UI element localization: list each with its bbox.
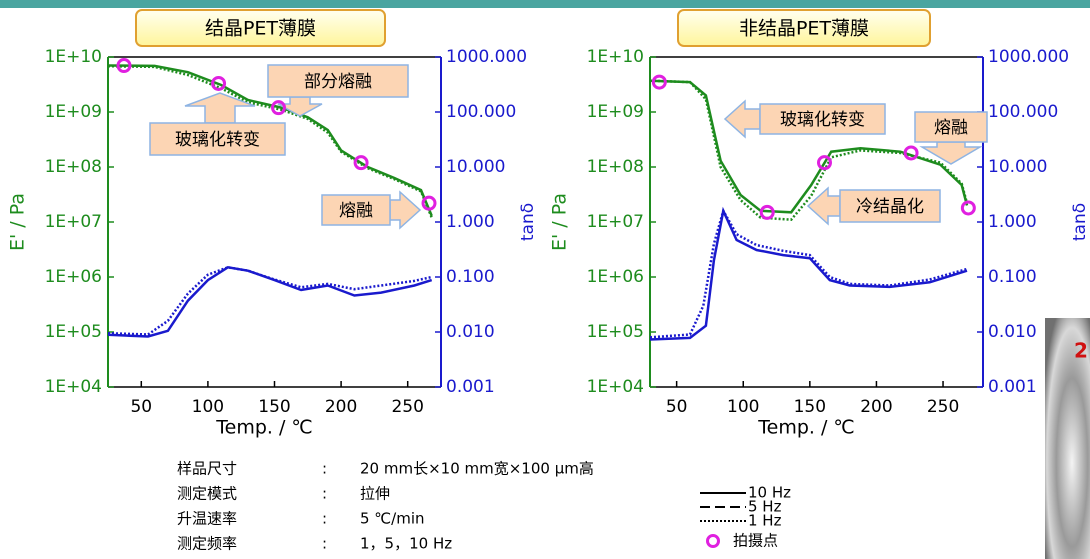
annotation: 玻璃化转变 <box>175 130 260 150</box>
x-tick-label: 150 <box>794 397 826 417</box>
y2-tick-label: 0.010 <box>446 322 495 342</box>
annotation-arrow <box>808 188 840 224</box>
photo-label: 2 <box>1074 339 1088 363</box>
y-tick-label: 1E+06 <box>587 267 644 287</box>
y-tick-label: 1E+05 <box>587 322 644 342</box>
y-tick-label: 1E+07 <box>587 212 644 232</box>
condition-text: 1，5，10 Hz <box>360 535 452 553</box>
y2-tick-label: 0.100 <box>446 267 495 287</box>
x-tick-label: 250 <box>927 397 959 417</box>
y-tick-label: 1E+09 <box>45 102 102 122</box>
y2-tick-label: 10.000 <box>446 157 505 177</box>
y2-axis-label: tanδ <box>1070 203 1090 241</box>
x-tick-label: 50 <box>666 397 688 417</box>
y-tick-label: 1E+07 <box>45 212 102 232</box>
y2-tick-label: 0.001 <box>988 377 1037 397</box>
condition-text: : <box>322 510 327 528</box>
condition-text: : <box>322 460 327 478</box>
y2-tick-label: 100.000 <box>988 102 1058 122</box>
data-line <box>650 211 967 337</box>
x-tick-label: 250 <box>391 397 423 417</box>
legend-marker <box>708 536 719 547</box>
y2-tick-label: 0.001 <box>446 377 495 397</box>
y-tick-label: 1E+10 <box>587 47 644 67</box>
y-axis-label: E' / Pa <box>7 193 29 251</box>
photo-point <box>962 202 974 214</box>
annotation: 部分熔融 <box>304 72 372 92</box>
annotation: 玻璃化转变 <box>780 110 865 130</box>
y-tick-label: 1E+08 <box>587 157 644 177</box>
x-axis-label: Temp. / ℃ <box>215 417 313 439</box>
y-tick-label: 1E+09 <box>587 102 644 122</box>
chart-title: 非结晶PET薄膜 <box>739 18 869 40</box>
y-tick-label: 1E+04 <box>587 377 644 397</box>
condition-text: 20 mm长×10 mm宽×100 μm高 <box>360 460 594 478</box>
x-tick-label: 50 <box>130 397 152 417</box>
condition-text: 升温速率 <box>177 510 237 528</box>
condition-text: 拉伸 <box>360 485 390 503</box>
y-tick-label: 1E+10 <box>45 47 102 67</box>
y2-tick-label: 0.010 <box>988 322 1037 342</box>
annotation-arrow <box>725 101 760 137</box>
condition-text: 测定频率 <box>177 535 237 553</box>
y2-tick-label: 10.000 <box>988 157 1047 177</box>
condition-text: 测定模式 <box>177 485 237 503</box>
y2-tick-label: 1000.000 <box>988 47 1069 67</box>
annotation: 熔融 <box>934 118 968 138</box>
page: 2 结晶PET薄膜 1E+04 1E+05 1E+06 1E+07 1E+08 1E+09 1… <box>0 0 1090 559</box>
x-tick-label: 100 <box>192 397 224 417</box>
y2-tick-label: 1.000 <box>446 212 495 232</box>
x-tick-label: 150 <box>258 397 290 417</box>
annotation: 冷结晶化 <box>856 197 924 217</box>
y-tick-label: 1E+04 <box>45 377 102 397</box>
condition-text: : <box>322 535 327 553</box>
x-tick-label: 200 <box>860 397 892 417</box>
legend-label: 1 Hz <box>748 512 782 530</box>
x-tick-label: 200 <box>325 397 357 417</box>
chart-title: 结晶PET薄膜 <box>205 18 316 40</box>
x-axis-label: Temp. / ℃ <box>757 417 855 439</box>
y2-tick-label: 1.000 <box>988 212 1037 232</box>
y-axis-label: E' / Pa <box>549 193 571 251</box>
condition-text: : <box>322 485 327 503</box>
y2-tick-label: 100.000 <box>446 102 516 122</box>
y2-tick-label: 0.100 <box>988 267 1037 287</box>
y-tick-label: 1E+06 <box>45 267 102 287</box>
condition-text: 5 ℃/min <box>360 510 425 528</box>
legend-label: 拍摄点 <box>733 532 778 550</box>
x-tick-label: 100 <box>727 397 759 417</box>
y2-axis-label: tanδ <box>518 203 538 241</box>
y-tick-label: 1E+08 <box>45 157 102 177</box>
data-line <box>108 267 432 336</box>
annotation-arrow <box>390 192 420 228</box>
top-bar <box>0 0 1090 8</box>
annotation: 熔融 <box>339 201 373 221</box>
condition-text: 样品尺寸 <box>177 460 237 478</box>
y2-tick-label: 1000.000 <box>446 47 527 67</box>
y-tick-label: 1E+05 <box>45 322 102 342</box>
